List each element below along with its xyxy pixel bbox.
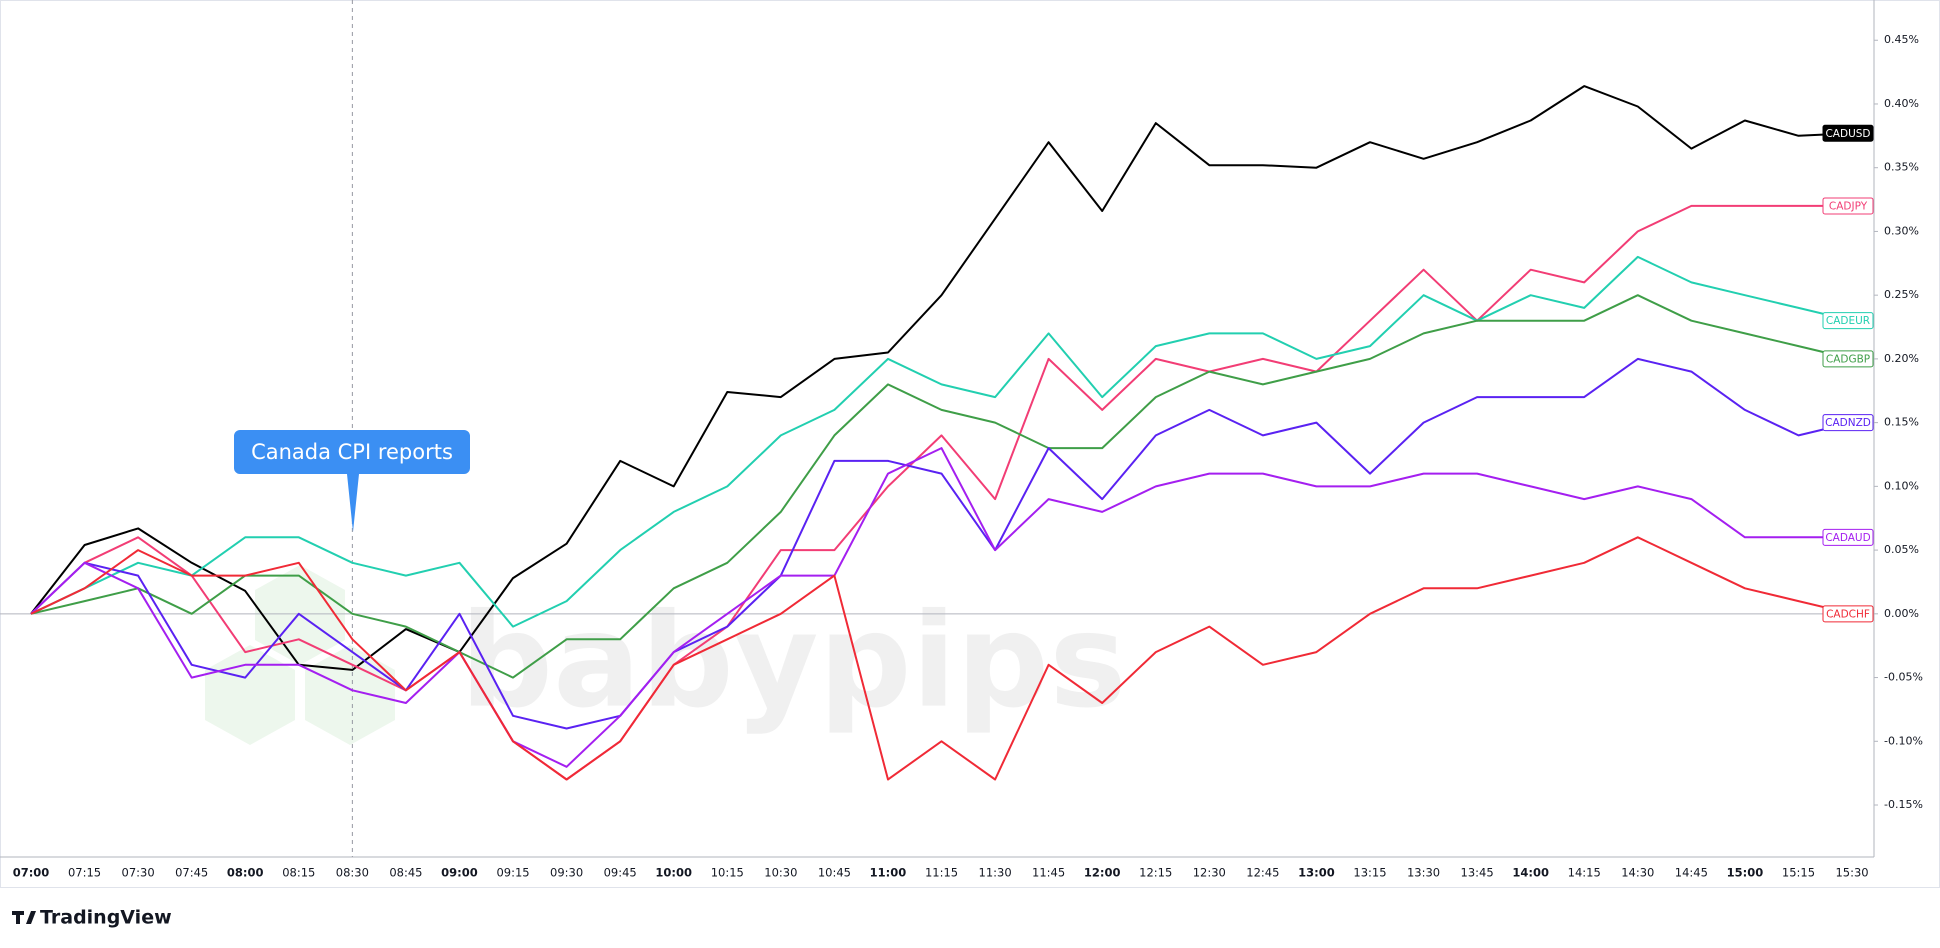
series-line [30, 255, 1853, 628]
x-tick-label: 08:45 [389, 866, 422, 880]
y-tick-label: 0.00% [1884, 607, 1919, 620]
x-tick-label: 09:45 [604, 866, 637, 880]
y-tick-label: -0.15% [1884, 798, 1923, 811]
x-tick-label: 14:45 [1675, 866, 1708, 880]
y-tick-label: 0.25% [1884, 288, 1919, 301]
x-tick-label: 09:15 [496, 866, 529, 880]
watermark: babypips [460, 585, 1127, 737]
x-tick-label: 13:30 [1407, 866, 1440, 880]
series-tag-box [1822, 124, 1874, 142]
x-tick-label: 11:30 [979, 866, 1012, 880]
y-tick-label: 0.40% [1884, 97, 1919, 110]
x-tick-label: 14:15 [1568, 866, 1601, 880]
x-tick-label: 15:15 [1782, 866, 1815, 880]
legend-label: CADJPY [1829, 200, 1868, 212]
x-tick-label: 13:15 [1353, 866, 1386, 880]
series-line [30, 294, 1853, 679]
series-line [30, 447, 1852, 768]
watermark-logo [205, 565, 395, 745]
series-tag-box [1822, 312, 1874, 330]
legend-label: CADNZD [1825, 417, 1871, 429]
series-tag-box [1822, 350, 1874, 368]
x-tick-label: 11:00 [870, 866, 907, 880]
x-tick-label: 07:15 [68, 866, 101, 880]
y-tick-label: 0.10% [1884, 479, 1919, 492]
x-tick-label: 07:00 [13, 866, 50, 880]
x-tick-label: 12:30 [1193, 866, 1226, 880]
x-tick-label: 11:45 [1032, 866, 1065, 880]
x-tick-label: 10:00 [655, 866, 692, 880]
y-tick-label: -0.05% [1884, 671, 1923, 684]
series-tag-box [1822, 528, 1874, 546]
y-tick-label: 0.35% [1884, 161, 1919, 174]
legend-label: CADEUR [1826, 315, 1870, 327]
series-line [30, 536, 1853, 781]
x-tick-label: 09:00 [441, 866, 478, 880]
x-tick-label: 14:30 [1621, 866, 1654, 880]
x-tick-label: 13:45 [1461, 866, 1494, 880]
y-tick-label: 0.30% [1884, 224, 1919, 237]
x-tick-label: 10:30 [764, 866, 797, 880]
series-tag-box [1822, 605, 1874, 623]
series-tag-box [1822, 197, 1874, 215]
series-tag-box [1822, 414, 1874, 432]
y-tick-label: 0.05% [1884, 543, 1919, 556]
x-tick-label: 07:45 [175, 866, 208, 880]
series-line [30, 85, 1853, 671]
series-line [30, 357, 1853, 730]
annotation-text: Canada CPI reports [251, 440, 453, 464]
x-tick-label: 10:45 [818, 866, 851, 880]
legend-label: CADGBP [1826, 353, 1870, 365]
brand: TradingView [40, 907, 172, 929]
x-tick-label: 09:30 [550, 866, 583, 880]
legend-label: CADUSD [1825, 128, 1870, 140]
legend-label: CADAUD [1825, 532, 1870, 544]
annotation-bubble [234, 430, 470, 532]
x-tick-label: 14:00 [1512, 866, 1549, 880]
y-tick-label: -0.10% [1884, 734, 1923, 747]
x-tick-label: 10:15 [711, 866, 744, 880]
x-tick-label: 08:30 [336, 866, 369, 880]
y-tick-label: 0.15% [1884, 416, 1919, 429]
x-tick-label: 15:30 [1835, 866, 1868, 880]
x-tick-label: 15:00 [1727, 866, 1764, 880]
x-tick-label: 12:45 [1246, 866, 1279, 880]
y-tick-label: 0.45% [1884, 33, 1919, 46]
x-tick-label: 12:00 [1084, 866, 1121, 880]
legend-label: CADCHF [1826, 608, 1870, 620]
y-tick-label: 0.20% [1884, 352, 1919, 365]
brand-logo [12, 911, 36, 924]
x-tick-label: 12:15 [1139, 866, 1172, 880]
x-tick-label: 08:00 [227, 866, 264, 880]
x-tick-label: 11:15 [925, 866, 958, 880]
series-line [30, 204, 1852, 781]
x-tick-label: 08:15 [282, 866, 315, 880]
x-tick-label: 13:00 [1298, 866, 1335, 880]
x-tick-label: 07:30 [122, 866, 155, 880]
